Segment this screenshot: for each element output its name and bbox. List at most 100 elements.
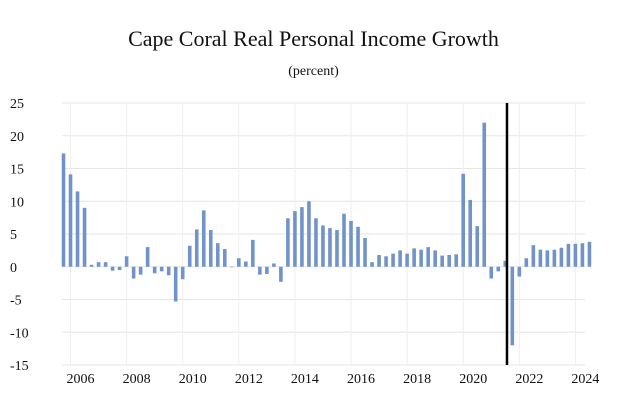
bar [412,248,416,267]
bar [61,153,66,267]
bar [475,226,480,267]
bar [496,266,501,272]
bar [391,253,395,267]
bar [166,266,171,276]
bar [300,207,304,267]
bar [145,247,150,267]
bar [580,243,585,267]
bar [552,249,557,267]
bar [251,239,255,267]
bar [545,250,550,267]
y-axis-ticks: 25 20 15 10 5 0 -5 -10 -15 [10,97,29,374]
y-tick-label: -5 [10,294,22,309]
bar [286,218,290,267]
bar [447,254,451,267]
bar [573,243,578,267]
x-tick-label: 2022 [515,372,543,387]
bar [440,255,444,267]
bar [131,266,136,279]
bar [82,207,87,267]
bar [335,230,339,267]
bar [468,199,473,267]
bar [363,237,367,267]
x-tick-label: 2016 [347,372,375,387]
bar [75,191,80,267]
bar [384,256,388,267]
y-tick-label: 25 [10,97,24,112]
bar [258,266,262,275]
bar [180,266,185,280]
bar [244,261,248,267]
bar [293,211,297,267]
bar [370,262,374,267]
bar [152,266,157,274]
bar [110,266,115,271]
y-tick-label: -10 [10,326,29,341]
bar [377,254,381,267]
y-tick-label: -15 [10,359,29,374]
bar [187,245,192,267]
bar [398,250,402,267]
bar [96,262,101,267]
y-tick-label: 15 [10,163,24,178]
x-axis-ticks: 2006 2008 2010 2012 2014 2016 2018 2020 2022 2024 [67,372,600,387]
bar [559,247,564,267]
bar [265,266,269,274]
x-tick-label: 2008 [123,372,151,387]
bar [510,266,515,346]
x-tick-label: 2014 [291,372,319,387]
bar [230,266,234,268]
bar [201,210,206,267]
bar [138,266,143,275]
bar [342,213,346,267]
x-tick-label: 2006 [67,372,95,387]
bar [89,264,94,267]
bar [524,258,529,267]
bar [124,256,129,267]
bar [117,266,122,271]
y-tick-label: 5 [10,228,17,243]
y-tick-label: 0 [10,261,17,276]
bar [159,266,164,272]
bar [173,266,178,302]
bar [328,228,332,267]
chart-title: Cape Coral Real Personal Income Growth [128,26,499,51]
bar [587,241,592,267]
x-tick-label: 2012 [235,372,263,387]
x-tick-label: 2020 [459,372,487,387]
y-tick-label: 20 [10,130,24,145]
bar [307,201,311,267]
bar [222,249,227,267]
bar [272,263,276,267]
bar [321,225,325,267]
x-tick-label: 2018 [403,372,431,387]
bar [531,245,536,267]
bar [566,243,571,267]
bar [349,220,353,267]
bar [208,230,213,267]
bar [489,266,494,279]
bar [194,229,199,267]
bar [503,260,508,267]
bar [215,243,220,267]
bar [454,254,458,267]
bar [279,266,283,282]
bar [405,253,409,267]
bar [103,262,108,267]
bar [482,122,487,267]
bar [517,266,522,277]
bar [237,258,241,267]
bar [314,218,318,267]
bar [461,173,466,267]
x-tick-label: 2010 [179,372,207,387]
chart-subtitle: (percent) [288,64,339,79]
bar [426,247,430,267]
x-tick-label: 2024 [571,372,599,387]
bar [433,250,437,267]
bar [419,249,423,267]
bar [68,174,73,267]
y-tick-label: 10 [10,195,24,210]
bar [538,249,543,267]
